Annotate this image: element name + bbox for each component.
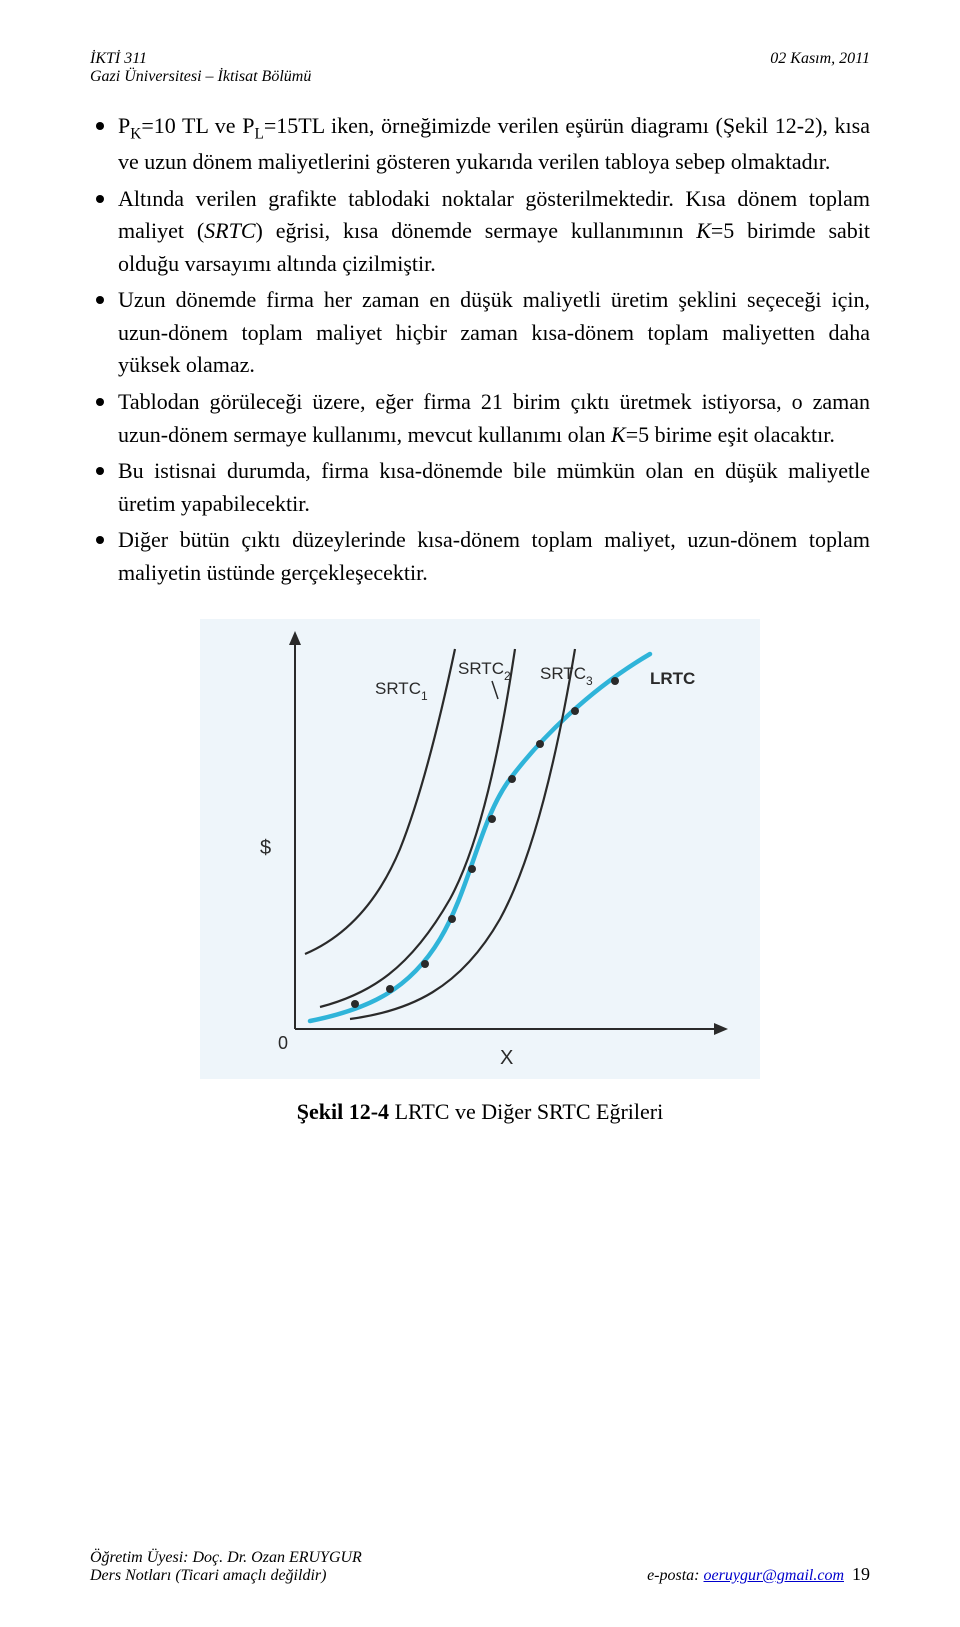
- instructor: Öğretim Üyesi: Doç. Dr. Ozan ERUYGUR: [90, 1549, 362, 1567]
- footer-right: e-posta: oeruygur@gmail.com 19: [647, 1564, 870, 1585]
- srtc3-curve: [350, 649, 575, 1019]
- notes-disclaimer: Ders Notları (Ticari amaçlı değildir): [90, 1567, 362, 1585]
- email-link[interactable]: oeruygur@gmail.com: [704, 1567, 844, 1584]
- bullet-4: Tablodan görüleceği üzere, eğer firma 21…: [90, 386, 870, 451]
- footer-left: Öğretim Üyesi: Doç. Dr. Ozan ERUYGUR Der…: [90, 1549, 362, 1585]
- figure-caption: Şekil 12-4 LRTC ve Diğer SRTC Eğrileri: [297, 1099, 663, 1125]
- caption-bold: Şekil 12-4: [297, 1099, 389, 1124]
- x-axis-arrow: [714, 1023, 728, 1035]
- b1-sub1: K: [130, 125, 141, 142]
- dot: [488, 815, 496, 823]
- srtc1-label: SRTC1: [375, 679, 428, 703]
- page-header: İKTİ 311 Gazi Üniversitesi – İktisat Böl…: [90, 50, 870, 86]
- srtc2-leader: [492, 681, 498, 699]
- y-axis-arrow: [289, 631, 301, 645]
- dot: [571, 707, 579, 715]
- x-axis-label: X: [500, 1047, 513, 1069]
- dot: [351, 1000, 359, 1008]
- b2-t2: ) eğrisi, kısa dönemde sermaye kullanımı…: [256, 218, 697, 243]
- bullet-1: PK=10 TL ve PL=15TL iken, örneğimizde ve…: [90, 110, 870, 179]
- srtc3-label: SRTC3: [540, 664, 593, 688]
- origin-label: 0: [278, 1033, 288, 1053]
- b1-t1: P: [118, 113, 130, 138]
- dot: [508, 775, 516, 783]
- chart-box: $ X 0 SRTC1 SRTC2 SRTC3 LRTC: [200, 619, 760, 1079]
- dot: [421, 960, 429, 968]
- b2-srtc: SRTC: [204, 218, 255, 243]
- bullet-6: Diğer bütün çıktı düzeylerinde kısa-döne…: [90, 524, 870, 589]
- chart-area: $ X 0 SRTC1 SRTC2 SRTC3 LRTC Şekil 12-4 …: [90, 619, 870, 1125]
- lrtc-label: LRTC: [650, 669, 695, 688]
- srtc2-label: SRTC2: [458, 659, 511, 683]
- dot: [386, 985, 394, 993]
- caption-rest: LRTC ve Diğer SRTC Eğrileri: [389, 1099, 663, 1124]
- email-wrap: e-posta: oeruygur@gmail.com: [647, 1567, 844, 1585]
- page-footer: Öğretim Üyesi: Doç. Dr. Ozan ERUYGUR Der…: [90, 1549, 870, 1585]
- b1-sub2: L: [254, 125, 263, 142]
- b2-k: K: [696, 218, 711, 243]
- email-label: e-posta:: [647, 1567, 703, 1584]
- y-axis-label: $: [260, 837, 271, 859]
- b4-k: K: [611, 422, 626, 447]
- dot: [611, 677, 619, 685]
- bullet-2: Altında verilen grafikte tablodaki nokta…: [90, 183, 870, 281]
- page-number: 19: [852, 1564, 870, 1585]
- cost-curves-chart: $ X 0 SRTC1 SRTC2 SRTC3 LRTC: [200, 619, 760, 1079]
- header-left: İKTİ 311 Gazi Üniversitesi – İktisat Böl…: [90, 50, 311, 86]
- dot: [448, 915, 456, 923]
- tangent-dots: [351, 677, 619, 1008]
- bullet-5: Bu istisnai durumda, firma kısa-dönemde …: [90, 455, 870, 520]
- bullet-list: PK=10 TL ve PL=15TL iken, örneğimizde ve…: [90, 110, 870, 589]
- b4-t2: =5 birime eşit olacaktır.: [626, 422, 835, 447]
- course-code: İKTİ 311: [90, 50, 311, 68]
- department: Gazi Üniversitesi – İktisat Bölümü: [90, 68, 311, 86]
- dot: [536, 740, 544, 748]
- bullet-3: Uzun dönemde firma her zaman en düşük ma…: [90, 284, 870, 382]
- b1-t2: =10 TL ve P: [141, 113, 254, 138]
- header-date: 02 Kasım, 2011: [770, 50, 870, 86]
- dot: [468, 865, 476, 873]
- lrtc-curve: [310, 654, 650, 1021]
